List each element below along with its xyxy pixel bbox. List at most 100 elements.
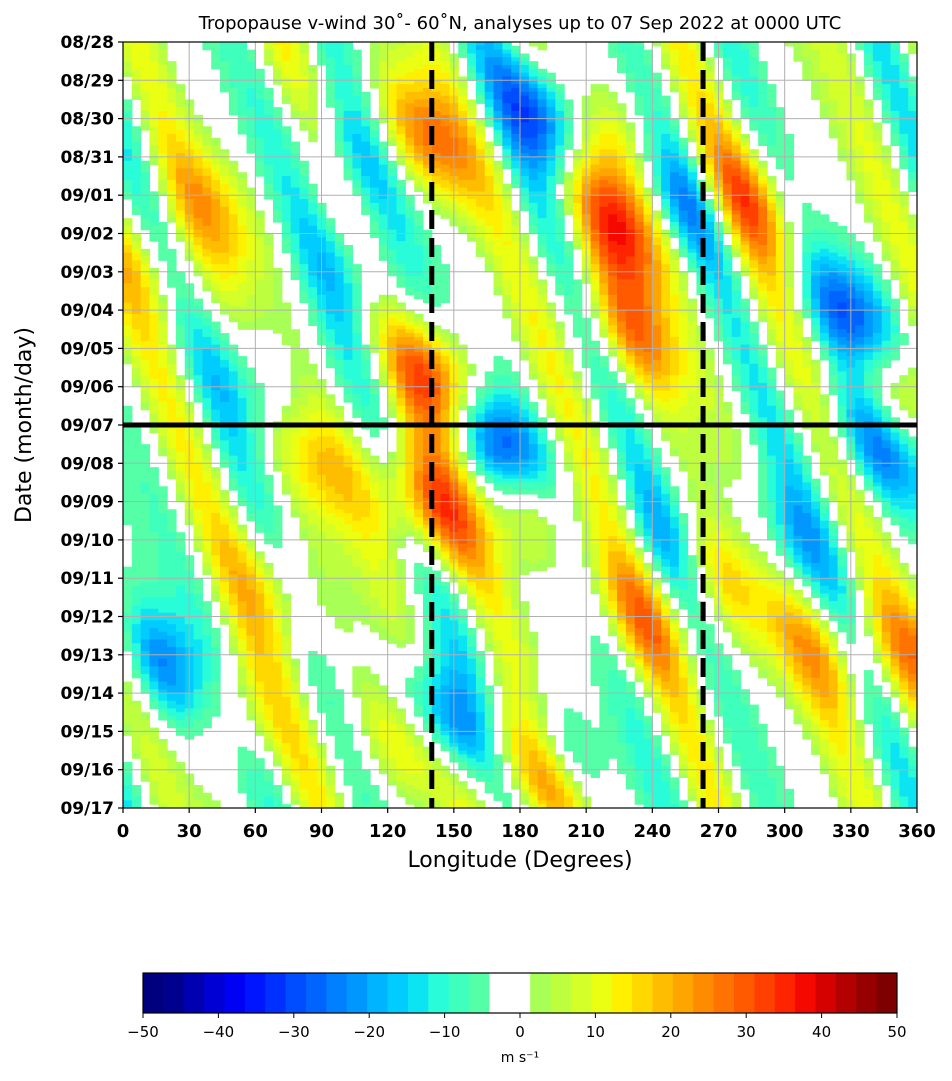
wind-cell [202,256,212,261]
wind-cell [617,126,627,131]
wind-cell [511,283,521,288]
wind-cell [687,252,698,258]
wind-cell [749,84,759,89]
wind-cell [440,290,451,296]
wind-cell [361,110,371,116]
wind-cell [475,241,486,246]
wind-cell [784,229,795,235]
wind-cell [361,122,371,127]
wind-cell [767,252,777,258]
wind-cell [343,76,353,81]
wind-cell [396,256,406,261]
wind-cell [528,95,539,101]
wind-cell [802,290,812,296]
wind-cell [890,222,900,227]
wind-cell [617,294,627,300]
wind-cell [387,298,398,304]
wind-cell [634,45,645,51]
wind-cell [599,149,609,154]
wind-cell [484,214,495,219]
wind-cell [272,107,283,112]
wind-cell [767,195,777,200]
wind-cell [264,267,274,273]
wind-cell [502,264,512,269]
wind-cell [696,283,706,288]
wind-cell [722,260,733,265]
wind-cell [687,237,698,242]
wind-cell [872,294,883,300]
wind-cell [228,248,239,254]
wind-cell [643,206,653,212]
wind-cell [502,244,512,250]
wind-cell [687,130,698,135]
wind-cell [537,283,548,288]
wind-cell [325,267,336,273]
wind-cell [264,114,274,120]
wind-cell [678,103,689,108]
wind-cell [608,202,618,208]
wind-cell [819,61,830,66]
wind-cell [140,302,151,307]
wind-cell [661,156,671,162]
wind-cell [502,298,512,304]
wind-cell [687,191,698,196]
wind-cell [546,149,556,154]
wind-cell [819,229,830,235]
wind-cell [123,241,133,246]
wind-cell [334,110,345,116]
wind-cell [290,61,301,66]
wind-cell [131,145,142,150]
wind-cell [855,176,865,181]
wind-cell [378,114,389,120]
wind-cell [908,145,917,150]
wind-cell [731,42,742,47]
wind-cell [678,191,689,196]
wind-cell [387,110,398,116]
wind-cell [722,153,733,158]
wind-cell [387,95,398,101]
wind-cell [123,133,133,139]
wind-cell [634,183,645,189]
wind-cell [352,107,362,112]
wind-cell [696,145,706,150]
wind-cell [475,149,486,154]
wind-cell [617,244,627,250]
wind-cell [864,137,874,143]
wind-cell [167,103,177,108]
wind-cell [705,122,715,127]
wind-cell [634,222,645,227]
wind-cell [193,310,203,315]
wind-cell [590,84,600,89]
wind-cell [484,218,495,223]
wind-cell [246,126,256,131]
wind-cell [440,91,451,97]
wind-cell [652,130,662,135]
wind-cell [890,168,900,173]
wind-cell [899,153,909,158]
wind-cell [431,91,442,97]
wind-cell [264,45,274,51]
wind-cell [625,145,636,150]
wind-cell [493,91,503,97]
wind-cell [775,264,786,269]
wind-cell [175,187,186,192]
wind-cell [520,290,530,296]
wind-cell [890,271,900,277]
wind-cell [828,114,839,120]
wind-cell [228,195,239,200]
wind-cell [687,256,698,261]
wind-cell [740,244,750,250]
wind-cell [246,87,256,93]
wind-cell [740,183,750,189]
wind-cell [414,72,424,78]
wind-cell [749,260,759,265]
wind-cell [264,57,274,62]
wind-cell [475,84,486,89]
wind-cell [211,42,221,47]
wind-cell [908,222,917,227]
wind-cell [793,45,803,51]
wind-cell [546,233,556,238]
wind-cell [564,252,574,258]
wind-cell [811,252,821,258]
wind-cell [864,214,874,219]
